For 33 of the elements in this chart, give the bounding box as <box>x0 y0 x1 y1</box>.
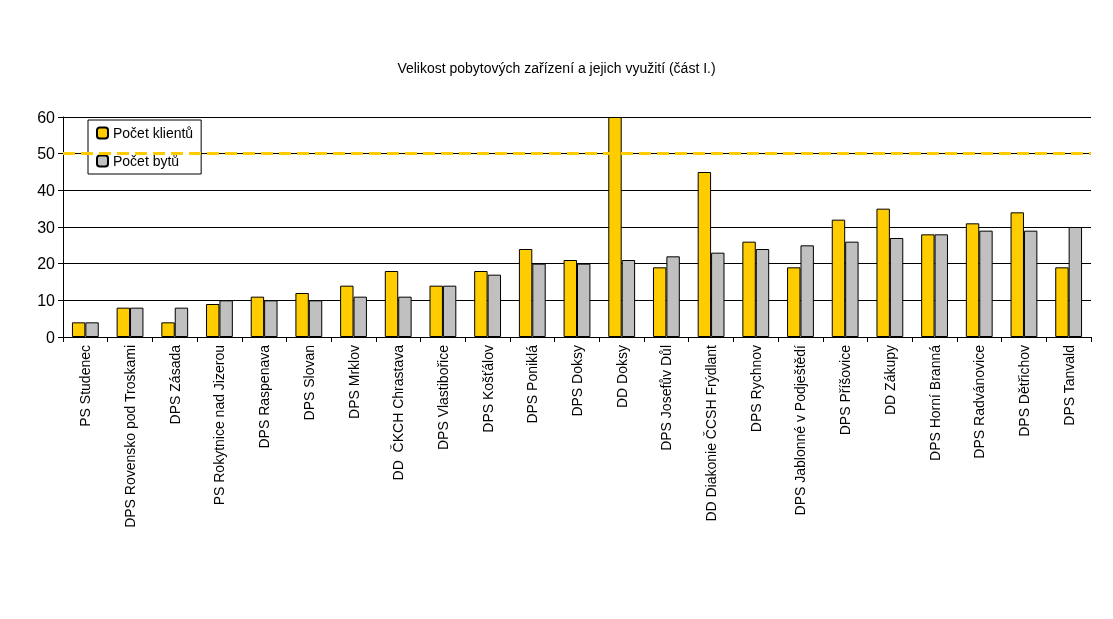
x-tick-label: DD Diakonie ČCSH Frýdlant <box>703 344 720 522</box>
x-tick-label: PS Studenec <box>77 345 94 427</box>
chart-title: Velikost pobytových zařízení a jejich využití (část I.) <box>397 60 716 76</box>
x-tick-label: DPS Zásada <box>166 344 183 425</box>
x-tick-label: DPS Poniklá <box>524 344 541 424</box>
x-tick-label: DD ČKCH Chrastava <box>390 344 407 481</box>
x-tick-label: DPS Jablonné v Podještědí <box>792 344 809 516</box>
y-tick-label: 0 <box>46 328 56 346</box>
x-tick-label: DPS Slovan <box>300 345 317 421</box>
x-tick-label: DD Zákupy <box>881 345 898 416</box>
legend-label: Počet klientů <box>113 125 194 141</box>
x-tick-label: DPS Josefův Důl <box>658 345 675 451</box>
legend-label: Počet bytů <box>113 153 180 169</box>
x-tick-label: DPS Rychnov <box>747 345 764 433</box>
x-tick-label: DPS Dětřichov <box>1015 345 1032 437</box>
y-tick-label: 40 <box>37 181 56 199</box>
x-tick-label: DPS Radvánovice <box>971 344 988 459</box>
x-tick-label: DD Doksy <box>613 345 630 409</box>
x-tick-label: DPS Doksy <box>569 345 585 417</box>
x-tick-label: PS Rokytnice nad Jizerou <box>211 345 228 506</box>
y-tick-label: 50 <box>37 145 56 163</box>
x-tick-label: DPS Košťálov <box>479 345 496 433</box>
y-tick-label: 20 <box>37 255 56 273</box>
x-tick-label: DPS Tanvald <box>1060 345 1077 426</box>
x-tick-label: DPS Rovensko pod Troskami <box>122 345 139 528</box>
x-tick-label: DPS Vlastibořice <box>434 344 451 451</box>
x-tick-label: DPS Horní Branná <box>926 344 943 461</box>
y-tick-label: 30 <box>37 218 56 236</box>
y-tick-label: 60 <box>37 108 56 126</box>
x-tick-label: DPS Raspenava <box>256 344 273 449</box>
y-tick-label: 10 <box>37 291 56 309</box>
x-tick-label: DPS Mrklov <box>345 345 362 419</box>
x-tick-label: DPS Příšovice <box>837 344 854 436</box>
